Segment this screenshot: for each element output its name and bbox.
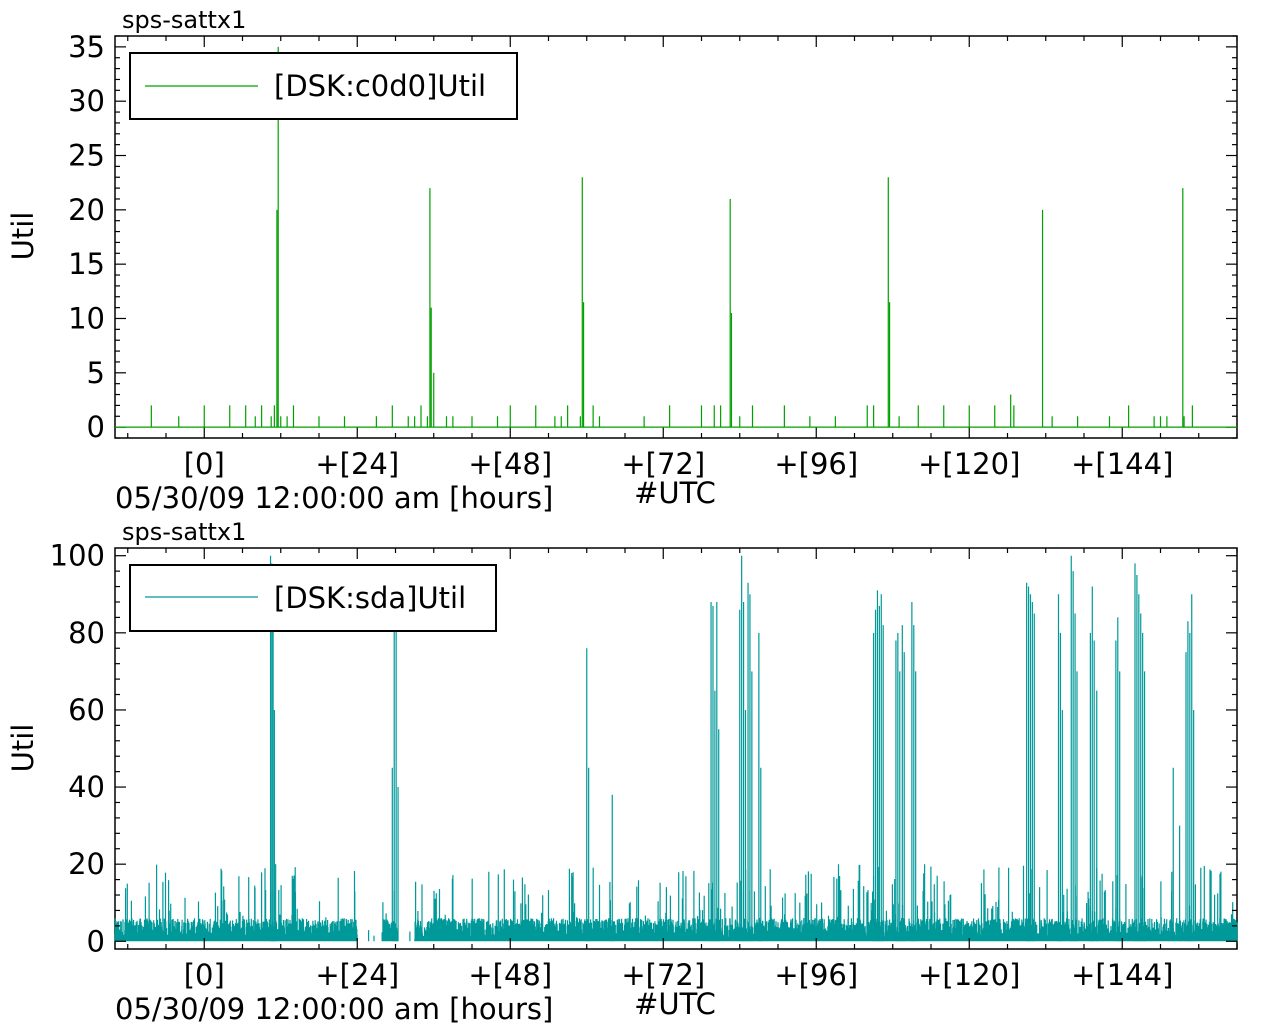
- chart-panel-sda: sps-sattx1 0 20 40 60 80 100 [0] +[24] +[48] +[7…: [6, 518, 1238, 1024]
- x-tick-label: +[144]: [1071, 958, 1173, 992]
- y-tick-label: 30: [68, 84, 105, 118]
- x-tick-label: +[120]: [918, 447, 1020, 481]
- x-tick-label: +[48]: [468, 958, 552, 992]
- y-tick-label: 0: [87, 410, 105, 444]
- x-tick-label: +[96]: [774, 958, 858, 992]
- y-tick-label: 60: [68, 693, 105, 727]
- plot-area: [114, 35, 1238, 439]
- x-origin-label: 05/30/09 12:00:00 am [hours]: [115, 992, 553, 1024]
- y-tick-label: 100: [50, 539, 105, 573]
- y-tick-labels: 0 5 10 15 20 25 30 35: [68, 30, 105, 444]
- series-sda-util: [114, 555, 1238, 942]
- x-tick-label: +[72]: [621, 958, 705, 992]
- legend-box: [129, 564, 497, 632]
- x-tick-label: [0]: [184, 958, 225, 992]
- y-tick-label: 5: [87, 356, 105, 390]
- chart-title: sps-sattx1: [122, 6, 246, 34]
- y-tick-label: 80: [68, 616, 105, 650]
- x-tick-label: +[48]: [468, 447, 552, 481]
- x-tick-label: [0]: [184, 447, 225, 481]
- x-tick-label: +[144]: [1071, 447, 1173, 481]
- plot-area: [114, 547, 1238, 950]
- y-tick-label: 15: [68, 247, 105, 281]
- legend: [DSK:sda]Util: [129, 564, 497, 632]
- chart-title: sps-sattx1: [122, 518, 246, 546]
- y-axis-label: Util: [6, 212, 40, 261]
- y-tick-labels: 0 20 40 60 80 100: [50, 539, 105, 959]
- y-tick-label: 20: [68, 193, 105, 227]
- series-noise: [114, 864, 1238, 942]
- y-axis-label: Util: [6, 724, 40, 773]
- x-tick-label: +[96]: [774, 447, 858, 481]
- x-tick-label: +[24]: [315, 447, 399, 481]
- x-tick-label: +[72]: [621, 447, 705, 481]
- x-tick-label: +[120]: [918, 958, 1020, 992]
- x-axis-label: #UTC: [634, 476, 716, 510]
- y-tick-label: 10: [68, 301, 105, 335]
- x-tick-labels: [0] +[24] +[48] +[72] +[96] +[120] +[144]: [184, 447, 1174, 481]
- x-axis-label: #UTC: [634, 987, 716, 1021]
- axis-ticks: [115, 548, 1238, 949]
- y-tick-label: 20: [68, 847, 105, 881]
- legend-label: [DSK:c0d0]Util: [274, 69, 486, 103]
- x-tick-label: +[24]: [315, 958, 399, 992]
- series-c0d0-util: [115, 46, 1237, 428]
- legend: [DSK:c0d0]Util: [129, 52, 518, 120]
- y-tick-label: 40: [68, 770, 105, 804]
- x-tick-labels: [0] +[24] +[48] +[72] +[96] +[120] +[144]: [184, 958, 1174, 992]
- chart-panel-c0d0: sps-sattx1 0 5 10 15 20 25 30 35 [0] +[24] +[48] +…: [6, 6, 1238, 515]
- y-tick-label: 35: [68, 30, 105, 64]
- x-origin-label: 05/30/09 12:00:00 am [hours]: [115, 481, 553, 515]
- legend-label: [DSK:sda]Util: [274, 581, 466, 615]
- y-tick-label: 0: [87, 924, 105, 958]
- y-tick-label: 25: [68, 139, 105, 173]
